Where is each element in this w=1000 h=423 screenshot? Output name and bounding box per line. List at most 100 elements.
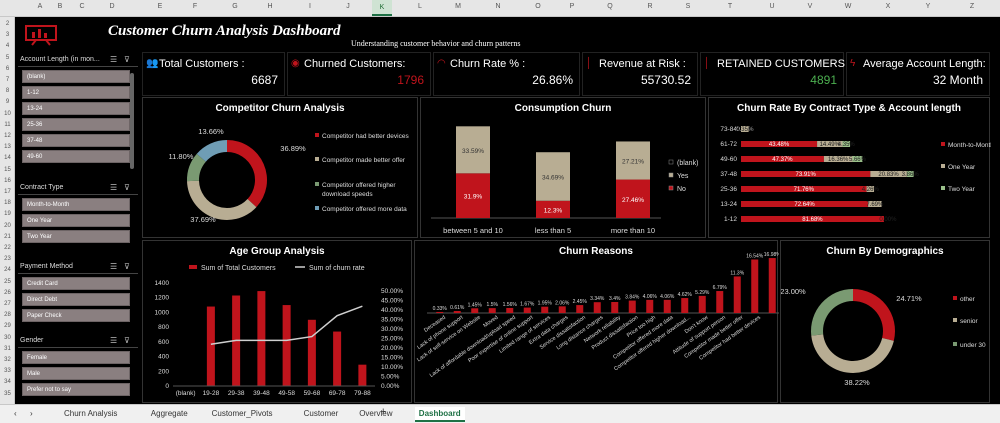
multi-select-icon[interactable]: ☰: [110, 336, 118, 345]
column-header-g[interactable]: G: [232, 3, 238, 10]
next-sheet-icon[interactable]: ›: [30, 409, 33, 418]
column-header-h[interactable]: H: [267, 3, 273, 10]
add-sheet-icon[interactable]: +: [380, 406, 387, 418]
column-header-n[interactable]: N: [495, 3, 501, 10]
row-header-14[interactable]: 14: [4, 155, 11, 162]
column-header-b[interactable]: B: [57, 3, 63, 10]
column-header-q[interactable]: Q: [607, 3, 613, 10]
row-header-19[interactable]: 19: [4, 211, 11, 218]
slicer-item[interactable]: Two Year: [22, 230, 130, 243]
row-header-33[interactable]: 33: [4, 368, 11, 375]
column-header-c[interactable]: C: [79, 3, 85, 10]
sheet-tab[interactable]: Aggregate: [150, 409, 188, 418]
row-header-8[interactable]: 8: [5, 88, 10, 95]
multi-select-icon[interactable]: ☰: [110, 55, 118, 64]
clear-filter-icon[interactable]: ⊽: [124, 183, 130, 192]
legend-entry: (blank): [677, 160, 698, 167]
column-header-r[interactable]: R: [647, 3, 653, 10]
slicer-item[interactable]: Paper Check: [22, 309, 130, 322]
sheet-tab[interactable]: Customer_Pivots: [211, 409, 273, 418]
y2-tick: 30.00%: [381, 326, 403, 333]
row-header-17[interactable]: 17: [4, 189, 11, 195]
slicer-scrollbar[interactable]: [130, 73, 134, 169]
row-header-10[interactable]: 10: [4, 110, 11, 117]
slicer-item[interactable]: Prefer not to say: [22, 383, 130, 396]
column-header-f[interactable]: F: [192, 3, 198, 10]
row-header-35[interactable]: 35: [4, 390, 11, 397]
row-header-9[interactable]: 9: [5, 99, 10, 106]
bar-label: 47.37%: [772, 157, 793, 163]
sheet-tab[interactable]: Overview: [359, 409, 393, 418]
bar-label: 1.56%: [503, 302, 518, 308]
clear-filter-icon[interactable]: ⊽: [124, 262, 130, 271]
row-header-30[interactable]: 30: [4, 334, 11, 341]
slicer-item[interactable]: 13-24: [22, 102, 130, 115]
slicer-item[interactable]: (blank): [22, 70, 130, 83]
row-header-34[interactable]: 34: [4, 379, 11, 386]
row-header-3[interactable]: 3: [5, 32, 10, 39]
slicer-item[interactable]: 25-36: [22, 118, 130, 131]
row-header-18[interactable]: 18: [4, 200, 11, 207]
column-header-m[interactable]: M: [455, 3, 461, 10]
column-header-x[interactable]: X: [885, 3, 891, 10]
column-header-k[interactable]: K: [372, 0, 392, 16]
column-header-l[interactable]: L: [418, 3, 422, 10]
row-header-23[interactable]: 23: [4, 256, 11, 263]
sheet-tab[interactable]: Dashboard: [414, 407, 465, 422]
column-header-z[interactable]: Z: [969, 3, 975, 10]
column-header-v[interactable]: V: [807, 3, 813, 10]
row-header-11[interactable]: 11: [4, 121, 11, 128]
row-header-27[interactable]: 27: [4, 301, 11, 307]
sheet-tab[interactable]: Churn Analysis: [64, 409, 118, 418]
column-header-s[interactable]: S: [685, 3, 691, 10]
clear-filter-icon[interactable]: ⊽: [124, 336, 130, 345]
row-header-29[interactable]: 29: [4, 323, 11, 330]
slicer-item[interactable]: One Year: [22, 214, 130, 227]
row-header-16[interactable]: 16: [4, 177, 11, 184]
row-header-7[interactable]: 7: [5, 77, 10, 83]
column-header-j[interactable]: J: [346, 3, 350, 10]
demographics-chart: 24.71% 38.22% 23.00% other senior under 30: [781, 287, 986, 387]
row-header-21[interactable]: 21: [4, 233, 11, 240]
slicer-item[interactable]: Credit Card: [22, 277, 130, 290]
row-header-2[interactable]: 2: [5, 21, 10, 27]
slicer-item[interactable]: Direct Debt: [22, 293, 130, 306]
slicer-item[interactable]: 49-60: [22, 150, 130, 163]
column-header-d[interactable]: D: [109, 3, 115, 10]
multi-select-icon[interactable]: ☰: [110, 262, 118, 271]
row-header-12[interactable]: 12: [4, 133, 11, 139]
row-header-15[interactable]: 15: [4, 166, 11, 173]
row-header-28[interactable]: 28: [4, 312, 11, 319]
row-header-5[interactable]: 5: [5, 54, 10, 61]
slicer-item[interactable]: 1-12: [22, 86, 130, 99]
column-header-u[interactable]: U: [769, 3, 775, 10]
row-header-13[interactable]: 13: [4, 144, 11, 151]
row-header-31[interactable]: 31: [4, 345, 11, 352]
slicer-item[interactable]: 37-48: [22, 134, 130, 147]
legend-swatch: [668, 159, 674, 165]
row-header-25[interactable]: 25: [4, 278, 11, 285]
bar: [733, 276, 741, 313]
row-header-32[interactable]: 32: [4, 357, 11, 363]
row-header-26[interactable]: 26: [4, 289, 11, 296]
multi-select-icon[interactable]: ☰: [110, 183, 118, 192]
clear-filter-icon[interactable]: ⊽: [124, 55, 130, 64]
column-header-a[interactable]: A: [37, 3, 43, 10]
slicer-item[interactable]: Male: [22, 367, 130, 380]
column-header-i[interactable]: I: [309, 3, 311, 10]
slicer-item[interactable]: Female: [22, 351, 130, 364]
column-header-w[interactable]: W: [844, 3, 852, 10]
row-header-20[interactable]: 20: [4, 222, 11, 229]
prev-sheet-icon[interactable]: ‹: [14, 409, 17, 418]
column-header-t[interactable]: T: [727, 3, 733, 10]
column-header-y[interactable]: Y: [925, 3, 931, 10]
row-header-24[interactable]: 24: [4, 267, 11, 274]
sheet-tab[interactable]: Customer: [303, 409, 339, 418]
column-header-e[interactable]: E: [157, 3, 163, 10]
column-header-p[interactable]: P: [569, 3, 575, 10]
row-header-22[interactable]: 22: [4, 245, 11, 251]
slicer-item[interactable]: Month-to-Month: [22, 198, 130, 211]
row-header-4[interactable]: 4: [5, 43, 10, 50]
row-header-6[interactable]: 6: [5, 65, 10, 72]
column-header-o[interactable]: O: [535, 3, 541, 10]
